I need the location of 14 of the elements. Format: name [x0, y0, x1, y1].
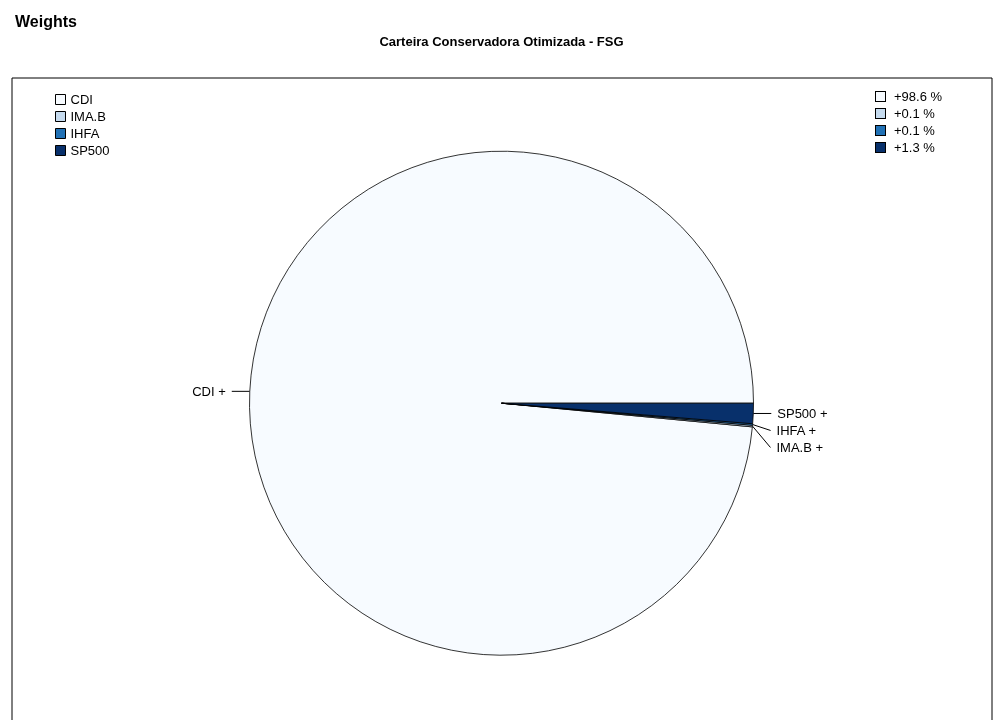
legend-label: IMA.B	[70, 109, 106, 124]
data-label: +0.1 %	[894, 105, 935, 122]
data-label: +98.6 %	[894, 88, 943, 105]
text: CDI +	[192, 383, 226, 399]
legend-label: IHFA	[70, 126, 100, 141]
text: IMA.B +	[776, 439, 824, 455]
chart-subtitle: Carteira Conservadora Otimizada - FSG	[379, 34, 624, 49]
data-label: +0.1 %	[894, 122, 935, 139]
chart-title: Weights	[15, 12, 78, 30]
text: IHFA +	[776, 422, 816, 438]
data-label: +1.3 %	[894, 139, 935, 156]
legend-label: SP500	[70, 143, 110, 158]
legend-label: CDI	[70, 92, 93, 107]
text: SP500 +	[777, 405, 828, 421]
